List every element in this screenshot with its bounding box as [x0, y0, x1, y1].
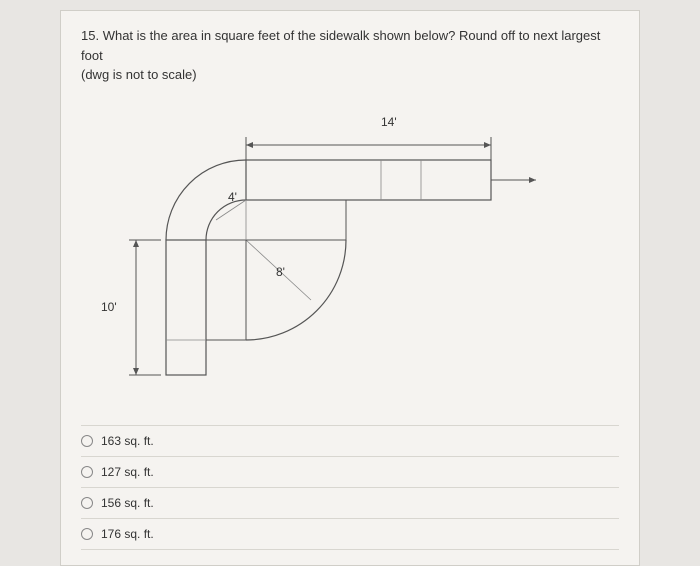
- radio-icon: [81, 528, 93, 540]
- option-label: 163 sq. ft.: [101, 434, 154, 448]
- question-body: What is the area in square feet of the s…: [81, 28, 600, 63]
- answer-options: 163 sq. ft. 127 sq. ft. 156 sq. ft. 176 …: [81, 425, 619, 550]
- option-row[interactable]: 163 sq. ft.: [81, 425, 619, 457]
- option-row[interactable]: 156 sq. ft.: [81, 488, 619, 519]
- option-label: 127 sq. ft.: [101, 465, 154, 479]
- sidewalk-diagram: [81, 105, 581, 415]
- dim-top: 14': [381, 115, 397, 129]
- question-text: 15. What is the area in square feet of t…: [81, 26, 619, 85]
- dim-radius-large: 8': [276, 265, 285, 279]
- option-label: 176 sq. ft.: [101, 527, 154, 541]
- option-label: 156 sq. ft.: [101, 496, 154, 510]
- radio-icon: [81, 466, 93, 478]
- question-card: 15. What is the area in square feet of t…: [60, 10, 640, 566]
- option-row[interactable]: 176 sq. ft.: [81, 519, 619, 550]
- option-row[interactable]: 127 sq. ft.: [81, 457, 619, 488]
- dim-left: 10': [101, 300, 117, 314]
- radio-icon: [81, 497, 93, 509]
- dim-radius-small: 4': [228, 190, 237, 204]
- question-note: (dwg is not to scale): [81, 67, 197, 82]
- radio-icon: [81, 435, 93, 447]
- question-number: 15.: [81, 28, 99, 43]
- diagram-area: 14' 4' 8' 10': [81, 105, 619, 415]
